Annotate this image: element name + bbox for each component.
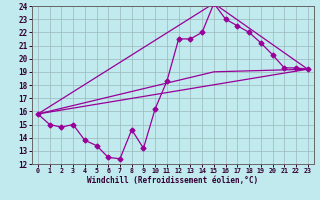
X-axis label: Windchill (Refroidissement éolien,°C): Windchill (Refroidissement éolien,°C) bbox=[87, 176, 258, 185]
